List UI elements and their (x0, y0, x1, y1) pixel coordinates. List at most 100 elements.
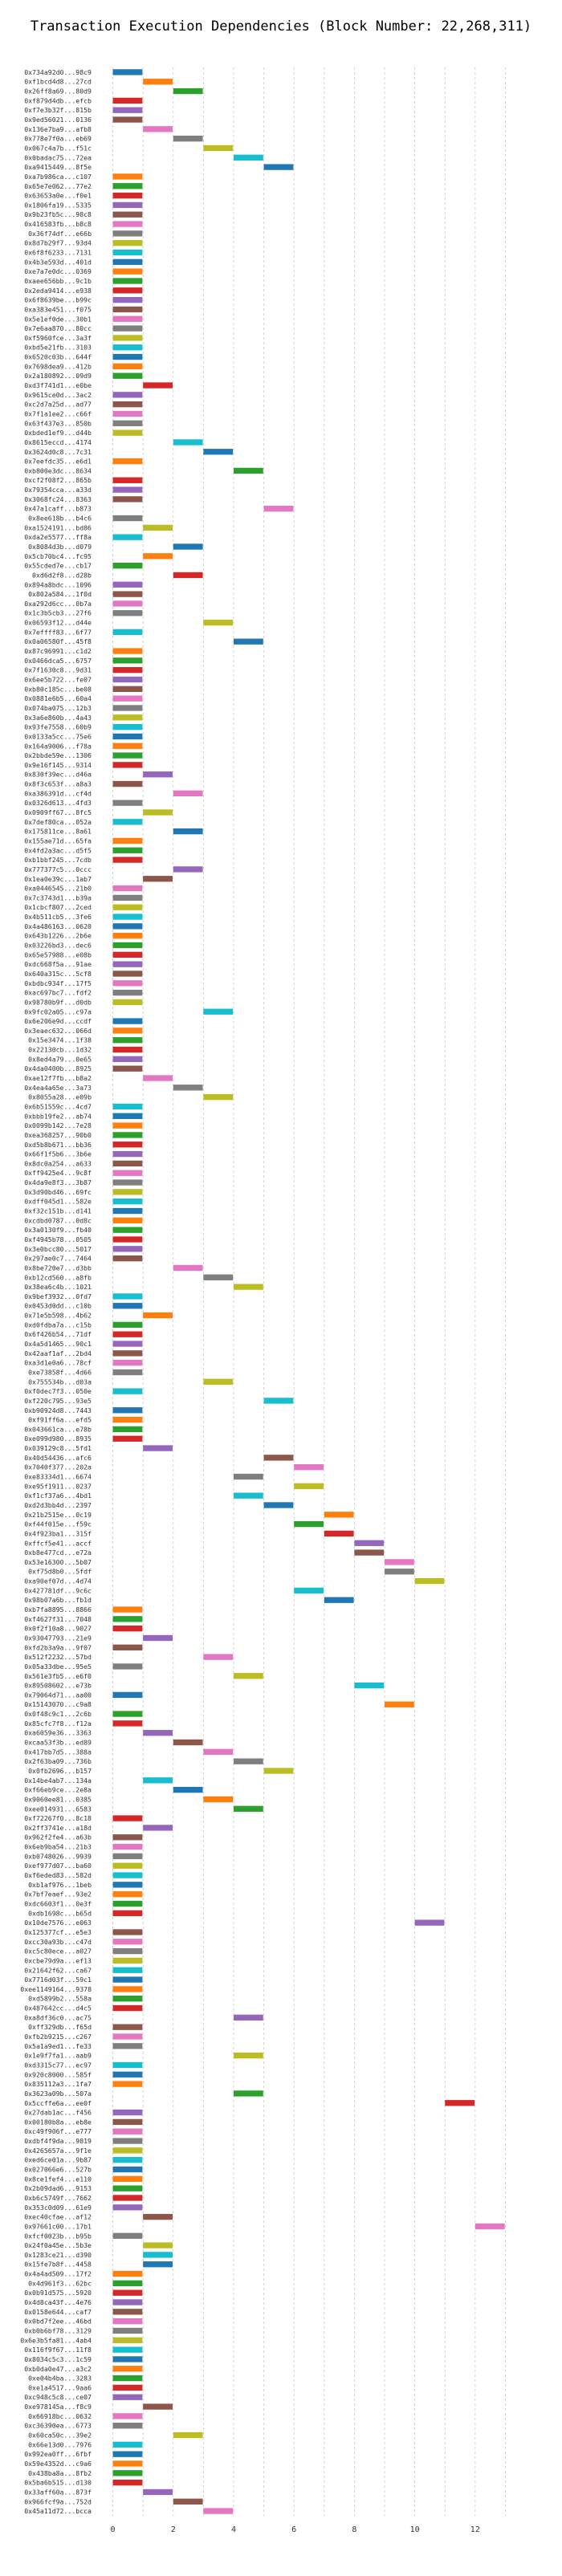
bar (112, 1122, 143, 1129)
bar (173, 135, 203, 142)
bar (112, 1853, 143, 1860)
y-tick-label: 0x15fe7b8f...4458 (24, 2261, 92, 2269)
bar (112, 1046, 143, 1053)
y-tick-label: 0x8615eccd...4174 (24, 438, 92, 446)
bar (112, 1037, 143, 1044)
bar (385, 1701, 414, 1707)
y-tick-label: 0xf1cf37a6...4bd1 (24, 1491, 92, 1500)
y-tick-label: 0x03226bd3...dec6 (24, 942, 92, 950)
x-tick-labels: 0 2 4 6 8 10 12 (111, 2525, 480, 2534)
bar (112, 1150, 143, 1158)
y-tick-label: 0x7def80ca...052a (24, 818, 92, 826)
bar (385, 1559, 414, 1565)
bar (294, 1483, 324, 1490)
y-tick-label: 0xd3f741d1...e0be (24, 381, 92, 389)
bar (112, 1910, 143, 1916)
bar (112, 116, 143, 123)
bar (112, 69, 143, 75)
y-tick-label: 0x24f0a45e...5b3e (24, 2241, 92, 2249)
y-tick-label: 0x65e7e062...77e2 (24, 182, 92, 190)
bar (112, 410, 143, 417)
y-tick-label: 0xff329db...f65d (28, 2023, 92, 2031)
y-tick-label: 0xae12f7fb...b8a2 (24, 1074, 92, 1082)
y-tick-label: 0x6eb9ba54...21b3 (24, 1843, 92, 1851)
bar (112, 723, 143, 730)
y-tick-label: 0x835112a3...1fa7 (24, 2080, 92, 2088)
y-tick-label: 0xcf2f08f2...865b (24, 476, 92, 484)
y-tick-label: 0x8084d3b...d079 (28, 543, 92, 551)
bar (112, 230, 143, 237)
y-tick-label: 0xbd5e21fb...3103 (24, 344, 92, 352)
bar (143, 1312, 173, 1319)
bar (112, 1189, 143, 1195)
y-tick-label: 0x10de7576...e063 (24, 1919, 92, 1927)
bar (112, 600, 143, 607)
y-tick-label: 0x0909ff67...8fc5 (24, 808, 92, 816)
y-tick-label: 0x777377c5...0ccc (24, 865, 92, 873)
bar (112, 1331, 143, 1337)
bar (112, 1882, 143, 1888)
bar (233, 638, 263, 645)
y-tick-label: 0x0a06580f...45f8 (24, 637, 92, 645)
bar (112, 1132, 143, 1138)
y-tick-label: 0x93fe7558...60b9 (24, 723, 92, 731)
bar (112, 648, 143, 654)
bar (112, 2375, 143, 2382)
y-tick-label: 0x512f2232...57bd (24, 1653, 92, 1661)
bar (112, 894, 143, 901)
bar (112, 629, 143, 636)
bar (112, 1426, 143, 1433)
bar (112, 933, 143, 939)
bar (112, 2147, 143, 2154)
bar (203, 144, 234, 152)
y-tick-label: 0x6e206e9d...ccdf (24, 1017, 92, 1025)
y-tick-label: 0x22130cb...1d32 (28, 1046, 92, 1054)
y-tick-label: 0xa9415449...8f5e (24, 163, 92, 171)
bar (112, 1976, 143, 1983)
y-tick-label: 0x2bbde59e...1306 (24, 751, 92, 759)
bar (112, 335, 143, 341)
x-tick-label: 2 (171, 2525, 176, 2534)
bar (112, 353, 143, 360)
y-tick-label: 0xee1149164...9378 (20, 1985, 92, 1993)
bar (233, 2014, 263, 2021)
bar (233, 1758, 263, 1764)
bar (112, 1663, 143, 1670)
bar (112, 1711, 143, 1717)
y-tick-label: 0xec40cfae...af12 (24, 2213, 92, 2221)
bar (112, 1065, 143, 1072)
y-tick-label: 0x3eaec632...066d (24, 1027, 92, 1035)
bar (112, 951, 143, 958)
y-tick-label: 0x0b91d575...5920 (24, 2289, 92, 2297)
bar (112, 2441, 143, 2448)
bar (233, 467, 263, 474)
y-tick-label: 0x8f3c653f...a8a3 (24, 780, 92, 788)
y-tick-label: 0xd0fdba7a...c15b (24, 1321, 92, 1329)
y-tick-label: 0x7f1630c8...9d31 (24, 666, 92, 674)
bar (143, 2242, 173, 2248)
y-tick-label: 0x4da9e8f3...3b87 (24, 1178, 92, 1186)
bar (294, 1587, 324, 1594)
y-tick-label: 0x45a11d72...bcca (24, 2507, 92, 2515)
bar (263, 1502, 294, 1508)
y-tick-label: 0xdbf4f9da...9819 (24, 2137, 92, 2145)
y-tick-label: 0xa3d1e0a6...78cf (24, 1359, 92, 1367)
y-tick-label: 0x487642cc...d4c5 (24, 2004, 92, 2012)
y-tick-label: 0x63653a0e...f0e1 (24, 192, 92, 200)
y-tick-label: 0x1e9f7fa1...aab9 (24, 2052, 92, 2060)
y-tick-label: 0x63f437e3...850b (24, 419, 92, 427)
bar (173, 828, 203, 835)
bar (112, 429, 143, 436)
y-tick-label: 0x6b51559c...4cd7 (24, 1102, 92, 1110)
y-tick-label: 0x33aff60a...873f (24, 2488, 92, 2496)
y-tick-label: 0x116f9f67...11f8 (24, 2346, 92, 2354)
y-tick-label: 0x7eefdc35...e6d1 (24, 458, 92, 466)
y-tick-label: 0x8055a28...e09b (28, 1093, 92, 1101)
y-tick-label: 0xc36390ea...6773 (24, 2422, 92, 2430)
bar (112, 1996, 143, 2002)
y-tick-label: 0x97661c00...17b1 (24, 2222, 92, 2230)
y-tick-label: 0xc5c80ece...a027 (24, 1947, 92, 1955)
bar (112, 477, 143, 483)
y-tick-label: 0x0bd7f2ee...46bd (24, 2318, 92, 2326)
bar (414, 1577, 445, 1585)
